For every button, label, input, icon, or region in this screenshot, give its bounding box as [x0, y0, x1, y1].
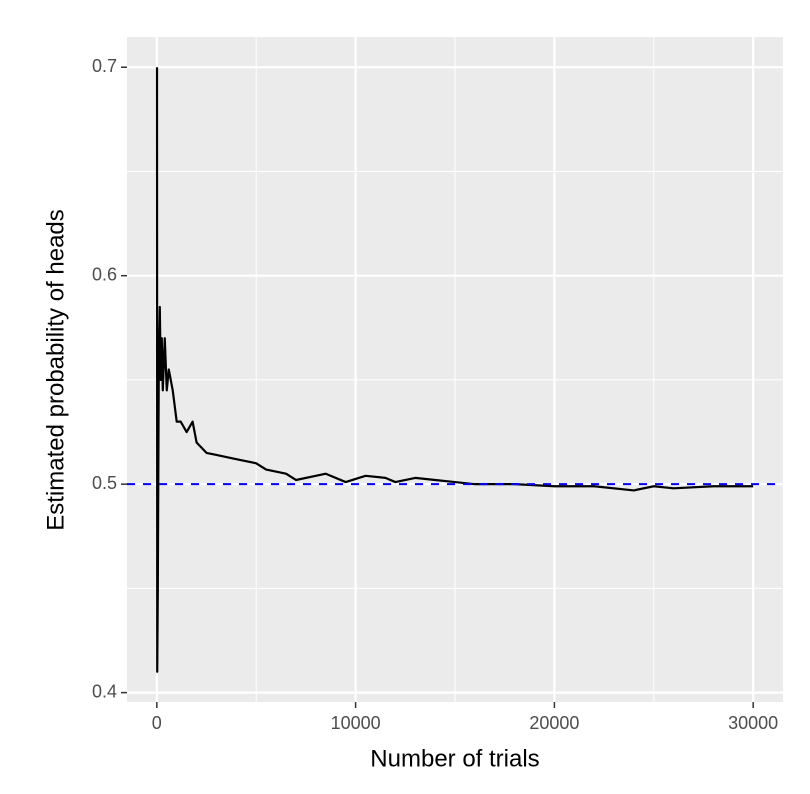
- y-tick-label: 0.7: [92, 56, 117, 76]
- y-tick-label: 0.5: [92, 473, 117, 493]
- y-axis-title: Estimated probability of heads: [42, 209, 69, 531]
- y-tick-label: 0.6: [92, 264, 117, 284]
- y-tick-label: 0.4: [92, 681, 117, 701]
- x-axis-title: Number of trials: [370, 745, 539, 772]
- x-tick-label: 20000: [529, 713, 579, 733]
- x-tick-label: 0: [152, 713, 162, 733]
- x-tick-label: 30000: [728, 713, 778, 733]
- x-tick-label: 10000: [331, 713, 381, 733]
- data-line: [155, 67, 754, 673]
